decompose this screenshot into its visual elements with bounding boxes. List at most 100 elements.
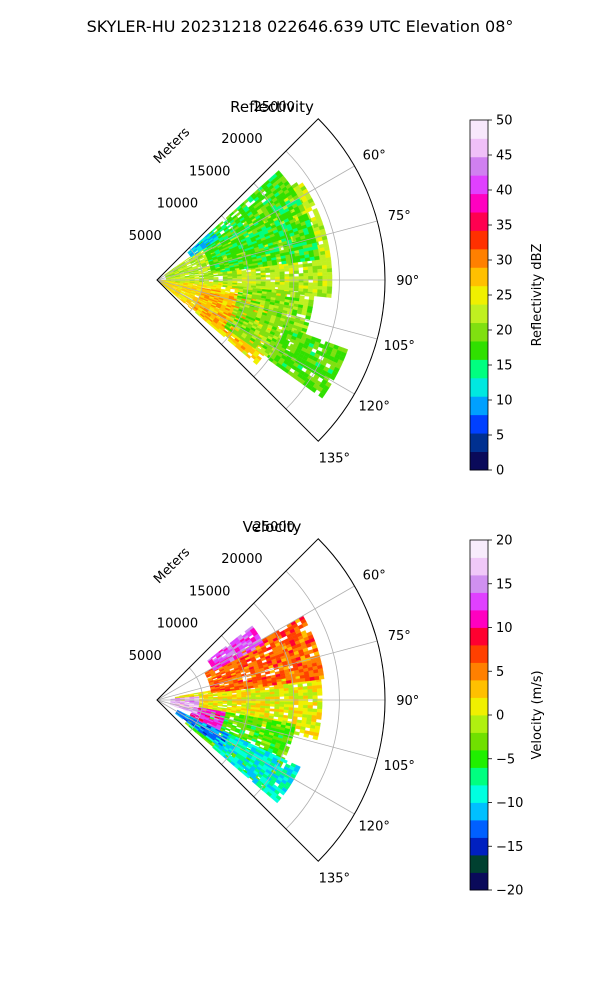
range-gate (203, 282, 209, 285)
range-gate (274, 691, 280, 695)
range-gate (311, 681, 318, 687)
range-gate (284, 698, 290, 702)
range-gate (307, 688, 313, 693)
range-gate (284, 273, 290, 278)
range-gate (269, 694, 275, 697)
colorbar-swatch (470, 212, 488, 231)
range-gate (281, 260, 287, 265)
range-gate (265, 281, 271, 285)
colorbar-swatch (470, 285, 488, 305)
range-gate (274, 284, 280, 288)
range-gate (255, 696, 261, 700)
range-gate (298, 704, 304, 709)
range-gate (222, 704, 228, 708)
range-gate (218, 282, 224, 285)
colorbar-tick-label: 50 (496, 114, 513, 129)
range-gate (236, 697, 242, 700)
range-gate (302, 692, 309, 697)
range-gate (279, 693, 285, 697)
range-gate (227, 285, 233, 288)
range-gate (279, 287, 285, 291)
range-gate (279, 276, 285, 280)
colorbar-swatch (470, 396, 488, 416)
range-gate (284, 268, 290, 272)
range-gate (274, 269, 280, 273)
range-gate (304, 257, 311, 262)
colorbar-label: Reflectivity dBZ (530, 244, 545, 347)
range-gate (241, 697, 247, 700)
colorbar-swatch (470, 120, 488, 139)
range-gate (241, 281, 247, 284)
range-gate (317, 282, 323, 287)
colorbar-tick-label: 45 (496, 149, 513, 164)
range-gate (312, 695, 318, 700)
colorbar-swatch (470, 451, 488, 471)
colorbar-swatch (470, 175, 488, 195)
range-gate (193, 692, 199, 695)
range-gate (284, 693, 290, 697)
azimuth-tick-label: 60° (363, 149, 386, 164)
range-gate (293, 267, 299, 272)
range-gate (222, 702, 228, 705)
range-gate (302, 689, 308, 694)
range-gate (314, 255, 320, 261)
range-gate (317, 705, 323, 710)
reflectivity-panel: Reflectivity500010000150002000025000Mete… (129, 98, 545, 479)
range-gate (307, 266, 313, 271)
range-gate (307, 262, 313, 267)
range-gate (307, 695, 313, 700)
range-gate (246, 273, 252, 277)
range-gate (302, 263, 308, 268)
range-gate (322, 282, 328, 287)
range-gate (283, 709, 289, 714)
range-gate (274, 693, 280, 697)
radial-tick-label: 10000 (157, 197, 198, 212)
radial-tick-label: 5000 (129, 229, 162, 244)
range-gate (316, 708, 323, 713)
range-gate (218, 220, 224, 226)
range-gate (255, 694, 261, 698)
range-gate (269, 691, 275, 695)
range-gate (269, 699, 275, 702)
colorbar-swatch (470, 193, 488, 213)
range-gate (265, 274, 271, 278)
range-gate (316, 715, 322, 720)
range-gate (293, 698, 299, 703)
range-gate (279, 271, 285, 275)
range-gate (312, 275, 319, 280)
range-gate (295, 725, 302, 730)
range-gate (241, 277, 247, 280)
range-gate (284, 696, 290, 700)
range-gate (236, 702, 242, 705)
range-gate (287, 715, 293, 720)
colorbar-swatch (470, 138, 488, 158)
colorbar-swatch (470, 267, 488, 287)
range-gate (293, 707, 299, 712)
range-gate (304, 292, 310, 297)
range-gate (222, 285, 228, 288)
range-gate (297, 707, 304, 712)
colorbar-tick-label: 0 (496, 464, 504, 479)
range-gate (322, 286, 328, 291)
range-gate (241, 701, 247, 704)
range-gate (316, 684, 323, 689)
range-gate (246, 277, 252, 280)
range-gate (199, 275, 205, 278)
range-gate (260, 703, 266, 707)
range-gate (237, 275, 243, 279)
range-gate (284, 701, 290, 705)
range-gate (298, 695, 304, 700)
range-gate (244, 348, 250, 354)
range-gate (220, 332, 226, 338)
radial-tick-label: 25000 (254, 100, 295, 115)
range-gate (316, 688, 323, 693)
range-gate (322, 268, 328, 273)
colorbar-swatch (470, 230, 488, 250)
range-gate (260, 283, 266, 287)
colorbar-tick-label: 25 (496, 289, 513, 304)
range-gate (275, 276, 281, 280)
range-gate (326, 293, 332, 298)
range-gate (212, 694, 218, 697)
range-gate (312, 708, 318, 713)
